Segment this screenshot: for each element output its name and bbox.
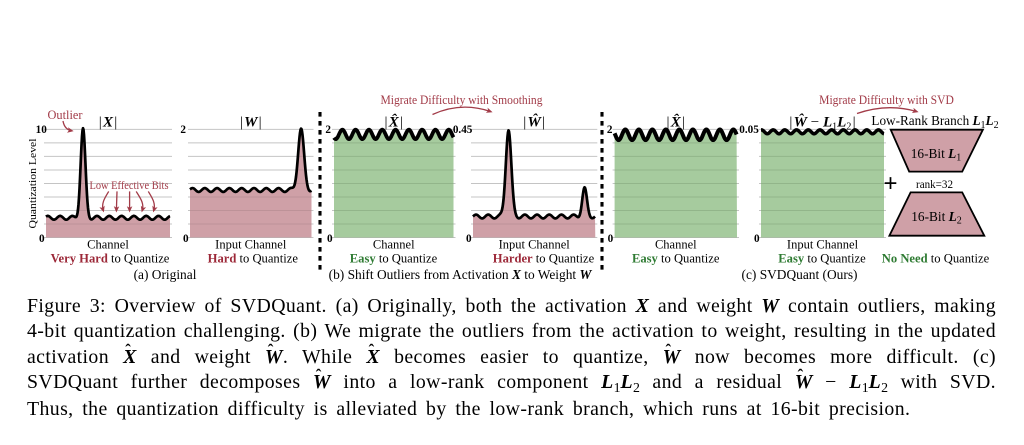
svg-text:2: 2	[607, 124, 613, 136]
svg-text:Harder to Quantize: Harder to Quantize	[493, 252, 595, 266]
svg-text:| X̂ |: | X̂ |	[667, 113, 686, 131]
svg-text:| X̂ |: | X̂ |	[384, 113, 403, 131]
svg-text:0: 0	[39, 233, 45, 245]
svg-text:| Ŵ |: | Ŵ |	[523, 114, 545, 131]
svg-text:Input Channel: Input Channel	[215, 238, 287, 252]
svg-text:Very Hard to Quantize: Very Hard to Quantize	[51, 252, 170, 266]
svg-text:0: 0	[754, 233, 760, 245]
svg-text:Channel: Channel	[373, 238, 415, 252]
svg-text:| W |: | W |	[240, 115, 262, 131]
svg-text:0: 0	[466, 233, 472, 245]
svg-text:Low Effective Bits: Low Effective Bits	[90, 180, 169, 192]
svg-text:(b) Shift Outliers from Activa: (b) Shift Outliers from Activation X to …	[329, 267, 593, 282]
svg-text:Input Channel: Input Channel	[499, 238, 571, 252]
svg-text:0: 0	[327, 233, 333, 245]
svg-text:0.05: 0.05	[739, 124, 759, 136]
svg-text:rank=32: rank=32	[916, 179, 953, 191]
svg-text:2: 2	[325, 124, 331, 136]
svg-text:(a) Original: (a) Original	[134, 267, 197, 282]
svg-text:Input Channel: Input Channel	[787, 238, 859, 252]
svg-text:2: 2	[180, 124, 186, 136]
svg-text:0: 0	[608, 233, 614, 245]
svg-text:(c) SVDQuant (Ours): (c) SVDQuant (Ours)	[741, 267, 857, 282]
svg-text:No Need to Quantize: No Need to Quantize	[882, 252, 990, 266]
svg-text:Outlier: Outlier	[48, 108, 83, 122]
svg-text:0: 0	[183, 233, 189, 245]
svg-text:0.45: 0.45	[453, 124, 473, 136]
svg-text:+: +	[883, 171, 897, 198]
svg-text:| Ŵ − L1L2 |: | Ŵ − L1L2 |	[789, 114, 855, 133]
svg-text:Quantization Level: Quantization Level	[27, 139, 39, 229]
svg-text:Migrate Difficulty with SVD: Migrate Difficulty with SVD	[819, 93, 954, 107]
svg-text:Migrate Difficulty with Smooth: Migrate Difficulty with Smoothing	[381, 93, 544, 107]
svg-text:Easy to Quantize: Easy to Quantize	[350, 252, 438, 266]
svg-text:10: 10	[36, 124, 48, 136]
svg-text:Channel: Channel	[87, 238, 129, 252]
svg-text:Low-Rank Branch L1L2: Low-Rank Branch L1L2	[871, 113, 998, 131]
svg-text:| X |: | X |	[99, 115, 118, 131]
svg-text:Easy to Quantize: Easy to Quantize	[778, 252, 866, 266]
svg-text:Easy to Quantize: Easy to Quantize	[632, 252, 720, 266]
svg-text:16-Bit L1: 16-Bit L1	[911, 146, 961, 164]
svg-text:Channel: Channel	[655, 238, 697, 252]
svg-text:Hard to Quantize: Hard to Quantize	[208, 252, 299, 266]
svg-text:16-Bit L2: 16-Bit L2	[911, 209, 961, 227]
